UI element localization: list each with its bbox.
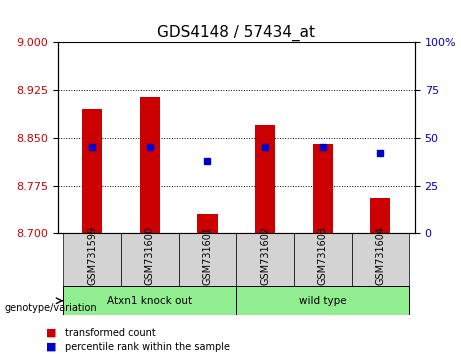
FancyBboxPatch shape xyxy=(64,286,236,315)
FancyBboxPatch shape xyxy=(64,233,121,286)
Text: GSM731599: GSM731599 xyxy=(87,226,97,285)
FancyBboxPatch shape xyxy=(351,233,409,286)
Text: ■: ■ xyxy=(46,328,57,338)
Text: GSM731603: GSM731603 xyxy=(318,226,328,285)
Bar xyxy=(255,125,275,233)
Bar xyxy=(313,144,333,233)
FancyBboxPatch shape xyxy=(236,286,409,315)
Text: GSM731604: GSM731604 xyxy=(375,226,385,285)
Text: GSM731602: GSM731602 xyxy=(260,226,270,285)
Text: genotype/variation: genotype/variation xyxy=(5,303,97,313)
FancyBboxPatch shape xyxy=(294,233,351,286)
Bar xyxy=(370,198,390,233)
FancyBboxPatch shape xyxy=(179,233,236,286)
Text: Atxn1 knock out: Atxn1 knock out xyxy=(107,296,192,306)
Bar xyxy=(82,109,102,233)
Bar xyxy=(140,97,160,233)
Text: GSM731601: GSM731601 xyxy=(202,226,213,285)
Text: wild type: wild type xyxy=(299,296,347,306)
Bar xyxy=(197,214,218,233)
Text: ■: ■ xyxy=(46,342,57,352)
FancyBboxPatch shape xyxy=(236,233,294,286)
FancyBboxPatch shape xyxy=(121,233,179,286)
Text: percentile rank within the sample: percentile rank within the sample xyxy=(65,342,230,352)
Text: transformed count: transformed count xyxy=(65,328,155,338)
Text: GSM731600: GSM731600 xyxy=(145,226,155,285)
Title: GDS4148 / 57434_at: GDS4148 / 57434_at xyxy=(157,25,315,41)
